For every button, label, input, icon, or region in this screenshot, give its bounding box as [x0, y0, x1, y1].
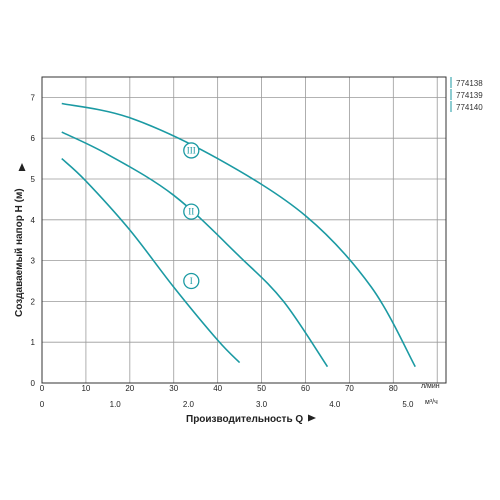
x-tick-label-lpm: 30 — [169, 384, 178, 393]
x-unit-m3h: м³/ч — [425, 399, 438, 406]
x-tick-label-lpm: 40 — [213, 384, 222, 393]
y-tick-label: 3 — [31, 257, 36, 266]
y-axis-title: Создаваемый напор H (м) — [14, 188, 25, 317]
curve-label-badge — [183, 203, 200, 220]
x-tick-label-m3h: 3.0 — [256, 400, 268, 409]
x-tick-label-lpm: 0 — [40, 384, 45, 393]
x-axis-title: Производительность Q — [186, 414, 303, 425]
x-tick-label-m3h: 4.0 — [329, 400, 341, 409]
y-tick-label: 2 — [31, 297, 36, 306]
plot-frame — [41, 76, 447, 384]
y-tick-label: 1 — [31, 338, 36, 347]
x-tick-label-lpm: 80 — [389, 384, 398, 393]
y-tick-label: 0 — [31, 379, 36, 388]
y-tick-label: 7 — [31, 93, 36, 102]
x-axis-arrow-icon — [308, 414, 316, 422]
y-tick-labels: 0 1 2 3 4 5 6 7 — [31, 93, 36, 388]
curve-label-badge — [183, 142, 200, 159]
y-tick-label: 5 — [31, 175, 36, 184]
x-unit-lpm: л/мин — [421, 383, 440, 390]
curve-i — [61, 158, 241, 364]
x-tick-labels-lpm: 0 10 20 30 40 50 60 70 80 — [40, 384, 399, 393]
curve-label: I — [190, 276, 193, 286]
x-tick-label-m3h: 0 — [40, 400, 45, 409]
legend-item-1: 774138 — [456, 79, 483, 88]
grid — [42, 77, 446, 383]
curve-iii — [61, 102, 416, 368]
x-tick-label-lpm: 60 — [301, 384, 310, 393]
legend: 774138 774139 774140 — [450, 77, 483, 112]
x-tick-label-lpm: 20 — [125, 384, 134, 393]
y-tick-label: 6 — [31, 134, 36, 143]
curve-ii — [61, 131, 329, 368]
x-tick-label-m3h: 2.0 — [183, 400, 195, 409]
legend-item-3: 774140 — [456, 103, 483, 112]
x-tick-label-lpm: 70 — [345, 384, 354, 393]
legend-item-2: 774139 — [456, 91, 483, 100]
x-tick-labels-m3h: 0 1.0 2.0 3.0 4.0 5.0 — [40, 400, 414, 409]
x-tick-label-lpm: 50 — [257, 384, 266, 393]
curve-label: II — [188, 207, 194, 217]
x-tick-label-lpm: 10 — [81, 384, 90, 393]
y-axis-arrow-icon — [18, 163, 26, 171]
x-tick-label-m3h: 5.0 — [402, 400, 414, 409]
curve-label-badge — [183, 272, 200, 290]
y-tick-label: 4 — [31, 216, 36, 225]
x-tick-label-m3h: 1.0 — [110, 400, 122, 409]
curve-label: III — [187, 145, 196, 155]
